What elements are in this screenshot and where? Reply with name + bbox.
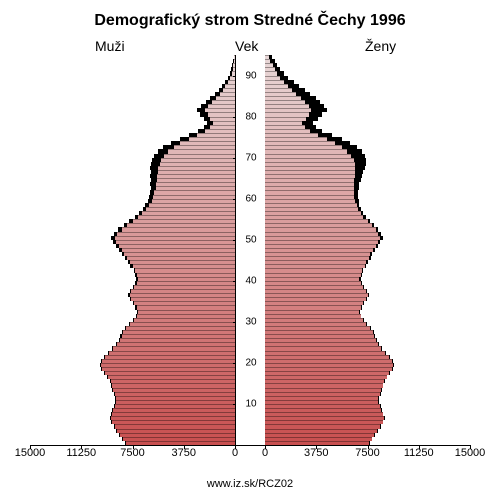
age-tick-60: 60 xyxy=(236,193,266,204)
label-men: Muži xyxy=(95,38,125,54)
age-tick-10: 10 xyxy=(236,398,266,409)
age-tick-70: 70 xyxy=(236,152,266,163)
footer-url: www.iz.sk/RCZ02 xyxy=(0,478,500,490)
x-axis xyxy=(30,445,470,446)
age-tick-90: 90 xyxy=(236,70,266,81)
label-age: Vek xyxy=(235,38,258,54)
bars-left xyxy=(30,55,235,445)
chart-title: Demografický strom Stredné Čechy 1996 xyxy=(0,12,500,30)
bars-right xyxy=(265,55,470,445)
chart-container: Demografický strom Stredné Čechy 1996 Mu… xyxy=(0,0,500,500)
age-tick-30: 30 xyxy=(236,316,266,327)
age-tick-50: 50 xyxy=(236,234,266,245)
age-axis: 10 20 30 40 50 60 70 80 90 xyxy=(235,55,267,445)
age-tick-80: 80 xyxy=(236,111,266,122)
age-tick-20: 20 xyxy=(236,357,266,368)
chart-area: 10 20 30 40 50 60 70 80 90 xyxy=(30,55,470,445)
age-tick-40: 40 xyxy=(236,275,266,286)
label-women: Ženy xyxy=(365,38,396,54)
